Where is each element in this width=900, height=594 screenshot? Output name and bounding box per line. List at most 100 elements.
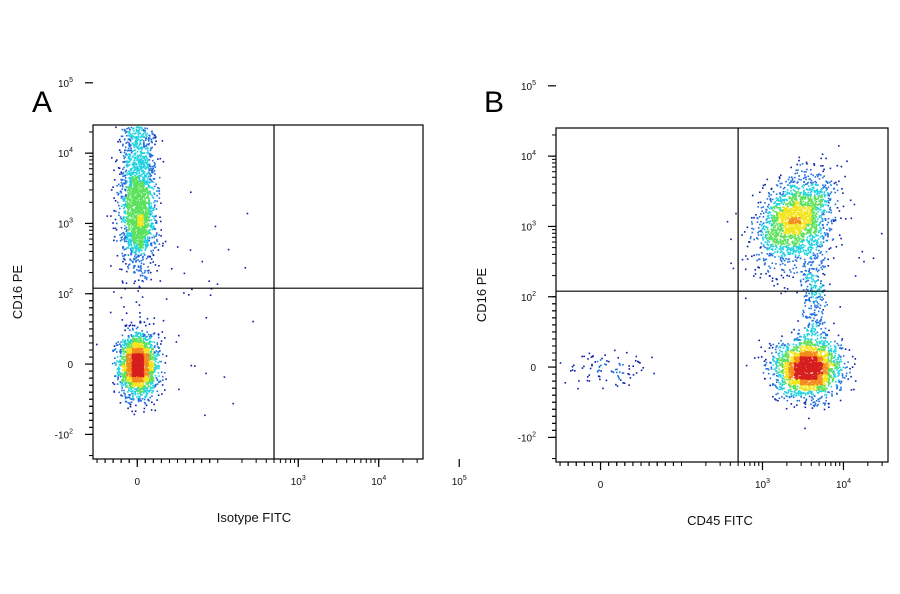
event-dot <box>123 392 125 394</box>
event-dot <box>148 159 151 161</box>
event-dot <box>210 288 213 290</box>
event-dot <box>132 198 134 201</box>
event-dot <box>134 197 137 200</box>
event-dot <box>129 235 131 238</box>
event-dot <box>154 264 157 266</box>
event-dot <box>577 387 579 390</box>
event-dot <box>137 218 140 221</box>
event-dot <box>134 215 136 218</box>
event-dot <box>142 211 144 214</box>
event-dot <box>141 210 144 212</box>
event-dot <box>135 362 137 365</box>
event-dot <box>145 230 147 232</box>
event-dot <box>824 257 826 259</box>
event-dot <box>571 369 574 371</box>
event-dot <box>118 211 120 214</box>
event-dot <box>122 207 125 210</box>
event-dot <box>137 235 140 238</box>
event-dot <box>822 165 824 167</box>
event-dot <box>136 256 138 258</box>
event-dot <box>115 229 118 231</box>
event-dot <box>573 364 575 367</box>
event-dot <box>150 357 152 360</box>
event-dot <box>119 216 122 218</box>
event-dot <box>122 204 125 206</box>
event-dot <box>143 141 145 144</box>
event-dot <box>122 348 125 351</box>
event-dot <box>139 132 142 134</box>
x-tick-label: 105 <box>452 475 467 488</box>
event-dot <box>801 170 803 173</box>
event-dot <box>155 208 158 210</box>
event-dot <box>139 350 141 352</box>
event-dot <box>134 392 137 395</box>
event-dot <box>142 359 144 361</box>
event-dot <box>139 332 141 335</box>
event-dot <box>131 221 134 223</box>
event-dot <box>135 139 137 141</box>
event-dot <box>760 273 762 275</box>
event-dot <box>123 157 125 160</box>
event-dot <box>145 278 148 281</box>
event-dot <box>604 363 606 365</box>
event-dot <box>138 210 141 212</box>
event-dot <box>134 366 137 368</box>
event-dot <box>136 183 138 186</box>
event-dot <box>798 156 801 159</box>
event-dot <box>144 337 147 340</box>
event-dot <box>151 357 153 360</box>
event-dot <box>140 147 143 149</box>
event-dot <box>120 350 122 353</box>
event-dot <box>128 341 131 343</box>
event-dot <box>591 363 593 366</box>
event-dot <box>123 234 125 236</box>
event-dot <box>651 356 653 359</box>
event-dot <box>142 196 144 198</box>
event-dot <box>122 378 124 381</box>
event-dot <box>153 178 156 180</box>
event-dot <box>145 240 147 242</box>
event-dot <box>587 358 589 360</box>
event-dot <box>137 135 140 138</box>
event-dot <box>150 351 152 353</box>
event-dot <box>155 183 157 186</box>
event-dot <box>129 192 131 195</box>
event-dot <box>129 342 132 345</box>
event-dot <box>141 256 144 259</box>
event-dot <box>142 258 144 261</box>
event-dot <box>132 352 135 355</box>
event-dot <box>116 356 119 358</box>
event-dot <box>844 367 847 369</box>
event-dot <box>127 265 129 268</box>
event-dot <box>135 351 137 354</box>
event-dot <box>120 341 122 343</box>
event-dot <box>130 205 133 207</box>
event-dot <box>119 343 121 345</box>
event-dot <box>129 220 131 223</box>
event-dot <box>640 369 643 372</box>
event-dot <box>134 192 136 195</box>
event-dot <box>163 372 166 374</box>
event-dot <box>136 227 138 230</box>
event-dot <box>138 163 140 165</box>
event-dot <box>770 344 772 347</box>
event-dot <box>132 380 134 383</box>
event-dot <box>144 227 146 230</box>
event-dot <box>616 371 618 374</box>
event-dot <box>132 162 135 165</box>
event-dot <box>757 258 760 261</box>
event-dot <box>145 362 148 365</box>
event-dot <box>125 380 128 383</box>
event-dot <box>140 270 142 272</box>
event-dot <box>144 177 146 179</box>
event-dot <box>119 185 122 187</box>
event-dot <box>142 201 144 204</box>
event-dot <box>759 191 761 194</box>
event-dot <box>127 246 130 249</box>
event-dot <box>128 177 130 179</box>
event-dot <box>132 238 135 240</box>
event-dot <box>127 355 129 357</box>
event-dot <box>121 364 123 367</box>
event-dot <box>127 358 130 361</box>
event-dot <box>145 392 148 395</box>
